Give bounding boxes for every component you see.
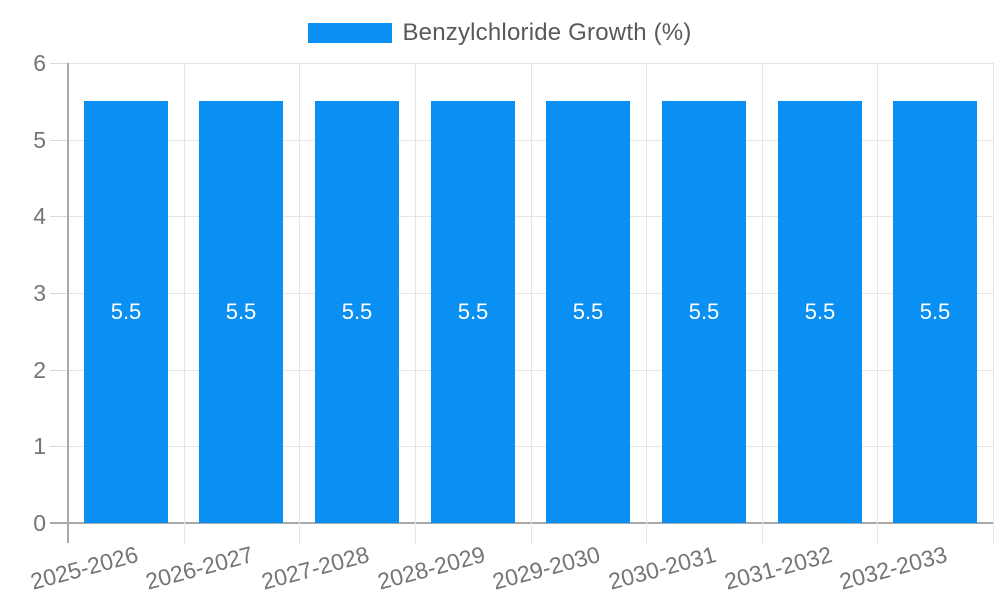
y-axis-tick — [50, 216, 68, 218]
bar-2030-2031[interactable]: 5.5 — [662, 101, 746, 523]
y-axis-label: 5 — [33, 126, 46, 153]
x-gridline — [415, 63, 416, 545]
x-gridline — [993, 63, 994, 545]
bar-2032-2033[interactable]: 5.5 — [893, 101, 977, 523]
x-gridline — [762, 63, 763, 545]
bar-value-label: 5.5 — [110, 299, 142, 325]
x-gridline — [877, 63, 878, 545]
y-axis-line — [67, 63, 69, 543]
bar-value-label: 5.5 — [688, 299, 720, 325]
x-gridline — [184, 63, 185, 545]
y-gridline — [68, 216, 993, 218]
legend: Benzylchloride Growth (%) — [0, 13, 1000, 53]
x-axis-label: 2027-2028 — [258, 541, 372, 595]
y-axis-tick — [50, 63, 68, 64]
y-axis-tick — [50, 369, 68, 371]
bar-value-label: 5.5 — [572, 299, 604, 325]
y-axis-label: 3 — [33, 280, 46, 306]
y-axis-label: 2 — [33, 356, 46, 383]
y-axis-tick — [50, 139, 68, 141]
bar-2026-2027[interactable]: 5.5 — [199, 101, 283, 523]
bar-value-label: 5.5 — [225, 299, 257, 325]
y-axis-label: 1 — [33, 433, 46, 460]
y-axis-label: 6 — [33, 50, 46, 76]
y-gridline — [68, 139, 993, 141]
x-axis-label: 2029-2030 — [490, 541, 604, 595]
bar-value-label: 5.5 — [457, 299, 489, 325]
x-axis-label: 2025-2026 — [27, 541, 141, 595]
bar-value-label: 5.5 — [804, 299, 836, 325]
y-gridline — [68, 446, 993, 448]
legend-swatch — [308, 23, 393, 43]
y-gridline — [68, 293, 993, 294]
x-gridline — [646, 63, 647, 545]
bar-2028-2029[interactable]: 5.5 — [431, 101, 515, 523]
bar-2027-2028[interactable]: 5.5 — [315, 101, 399, 523]
legend-label: Benzylchloride Growth (%) — [402, 19, 692, 46]
x-axis-label: 2030-2031 — [605, 541, 719, 595]
y-gridline — [68, 63, 993, 64]
x-axis-label: 2028-2029 — [374, 541, 488, 595]
y-axis-label: 4 — [33, 203, 46, 230]
x-axis-label: 2031-2032 — [721, 541, 835, 595]
bar-2025-2026[interactable]: 5.5 — [84, 101, 168, 523]
y-axis-label: 0 — [33, 510, 46, 536]
x-axis-baseline — [50, 522, 993, 524]
bar-2029-2030[interactable]: 5.5 — [546, 101, 630, 523]
x-gridline — [531, 63, 532, 545]
x-axis-label: 2026-2027 — [143, 541, 257, 595]
y-gridline — [68, 369, 993, 371]
y-axis-tick — [50, 446, 68, 448]
y-axis-tick — [50, 293, 68, 294]
bar-2031-2032[interactable]: 5.5 — [778, 101, 862, 523]
bar-value-label: 5.5 — [919, 299, 951, 325]
x-axis-label: 2032-2033 — [836, 541, 950, 595]
x-gridline — [299, 63, 300, 545]
bar-value-label: 5.5 — [341, 299, 373, 325]
